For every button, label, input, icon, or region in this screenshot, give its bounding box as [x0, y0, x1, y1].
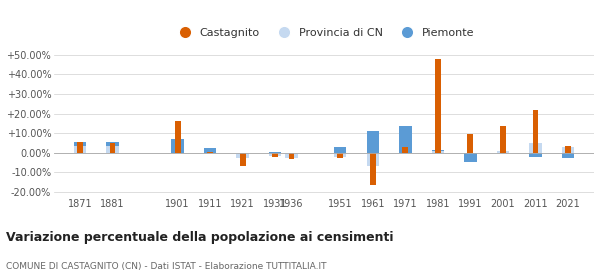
- Bar: [207, 152, 213, 153]
- Bar: [431, 151, 444, 153]
- Bar: [269, 153, 281, 156]
- Bar: [240, 153, 245, 165]
- Bar: [565, 146, 571, 153]
- Bar: [403, 147, 408, 153]
- Bar: [467, 134, 473, 153]
- Bar: [500, 126, 506, 153]
- Bar: [497, 151, 509, 153]
- Legend: Castagnito, Provincia di CN, Piemonte: Castagnito, Provincia di CN, Piemonte: [170, 23, 478, 42]
- Bar: [337, 153, 343, 158]
- Bar: [74, 142, 86, 153]
- Bar: [74, 146, 86, 153]
- Bar: [272, 153, 278, 157]
- Bar: [106, 142, 119, 153]
- Bar: [529, 143, 542, 153]
- Bar: [562, 147, 574, 153]
- Bar: [464, 153, 476, 162]
- Bar: [77, 142, 83, 153]
- Text: COMUNE DI CASTAGNITO (CN) - Dati ISTAT - Elaborazione TUTTITALIA.IT: COMUNE DI CASTAGNITO (CN) - Dati ISTAT -…: [6, 262, 326, 271]
- Bar: [285, 153, 298, 158]
- Bar: [562, 153, 574, 158]
- Bar: [370, 153, 376, 185]
- Bar: [106, 146, 119, 153]
- Bar: [334, 147, 346, 153]
- Bar: [175, 122, 181, 153]
- Bar: [110, 143, 115, 153]
- Bar: [204, 148, 217, 153]
- Bar: [529, 153, 542, 157]
- Bar: [289, 153, 295, 159]
- Bar: [533, 109, 538, 153]
- Bar: [435, 59, 441, 153]
- Bar: [399, 126, 412, 153]
- Bar: [334, 153, 346, 157]
- Text: Variazione percentuale della popolazione ai censimenti: Variazione percentuale della popolazione…: [6, 231, 394, 244]
- Bar: [367, 153, 379, 165]
- Bar: [367, 131, 379, 153]
- Bar: [431, 150, 444, 153]
- Bar: [172, 139, 184, 153]
- Bar: [236, 153, 249, 158]
- Bar: [269, 152, 281, 153]
